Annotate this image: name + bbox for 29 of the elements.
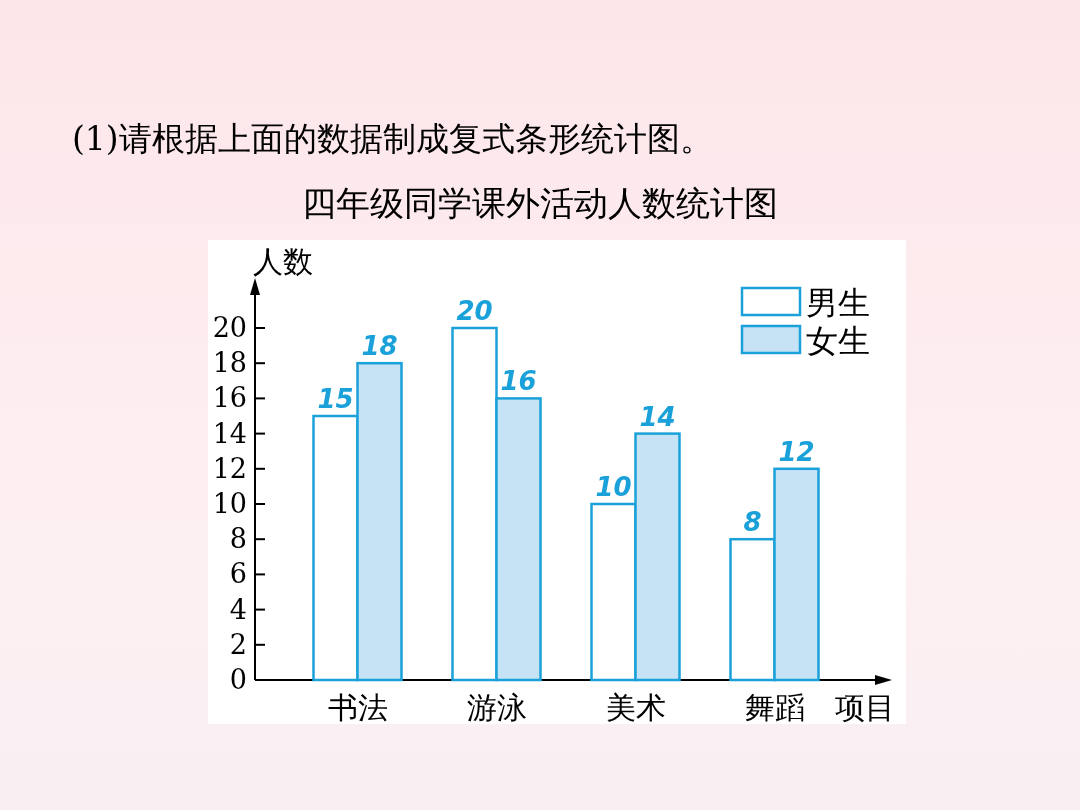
y-tick-label: 2 bbox=[229, 628, 247, 660]
data-label: 10 bbox=[595, 472, 632, 502]
data-label: 16 bbox=[500, 366, 537, 397]
x-axis-title: 项目 bbox=[835, 690, 895, 725]
data-label: 8 bbox=[743, 507, 762, 538]
legend-label: 男生 bbox=[806, 284, 870, 322]
x-tick-label: 美术 bbox=[605, 690, 666, 725]
x-tick-label: 书法 bbox=[327, 690, 388, 725]
legend-label: 女生 bbox=[806, 322, 870, 360]
y-tick-label: 6 bbox=[229, 558, 247, 590]
y-tick-label: 0 bbox=[229, 664, 247, 695]
data-label: 20 bbox=[456, 296, 493, 326]
data-label: 12 bbox=[778, 436, 815, 467]
y-axis-title: 人数 bbox=[253, 244, 313, 279]
x-tick-label: 游泳 bbox=[466, 690, 527, 725]
y-tick-label: 10 bbox=[212, 488, 247, 519]
chart-title: 四年级同学课外活动人数统计图 bbox=[302, 183, 778, 223]
y-tick-label: 20 bbox=[212, 312, 247, 343]
x-tick-label: 舞蹈 bbox=[744, 690, 805, 725]
y-tick-label: 16 bbox=[212, 382, 247, 414]
y-tick-label: 8 bbox=[229, 523, 247, 555]
y-tick-label: 12 bbox=[212, 452, 247, 484]
text: (1)请根据上面的数据制成复式条形统计图。 bbox=[72, 119, 713, 158]
y-tick-label: 14 bbox=[212, 417, 247, 449]
y-tick-label: 18 bbox=[212, 347, 247, 379]
data-label: 14 bbox=[639, 401, 676, 432]
data-label: 18 bbox=[361, 331, 398, 362]
y-tick-label: 4 bbox=[229, 593, 247, 625]
data-label: 15 bbox=[317, 384, 354, 414]
